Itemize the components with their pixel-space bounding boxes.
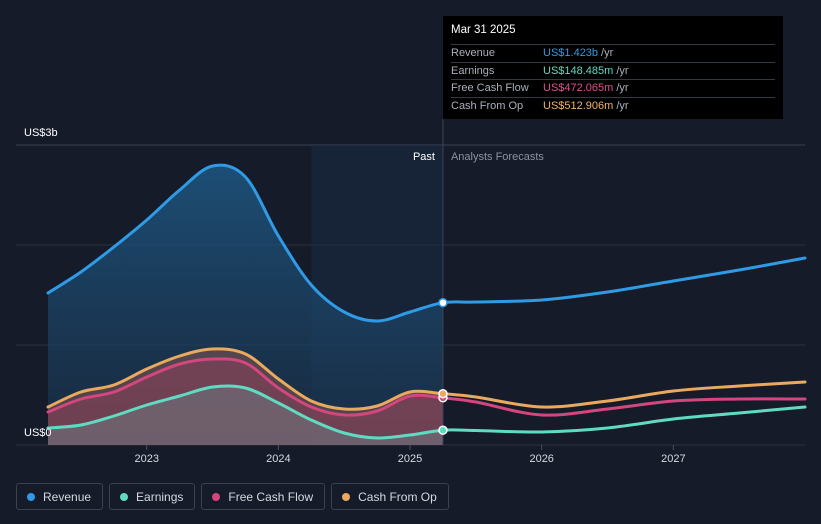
tooltip-label: Free Cash Flow <box>451 82 529 95</box>
y-axis-top-label: US$3b <box>24 127 58 139</box>
tooltip-value: US$148.485m <box>543 64 614 77</box>
x-tick-label: 2023 <box>134 453 158 465</box>
legend-dot-icon <box>27 492 35 501</box>
x-tick-label: 2027 <box>661 453 685 465</box>
tooltip-unit: /yr <box>601 47 614 60</box>
legend-dot-icon <box>212 492 221 501</box>
legend-dot-icon <box>342 492 351 501</box>
tooltip-value: US$1.423b <box>543 47 599 60</box>
legend-label: Earnings <box>136 489 184 504</box>
series-areas <box>48 165 443 445</box>
earnings-area <box>48 385 443 445</box>
revenue-line <box>46 163 807 323</box>
tooltip-row-cash-from-op: Cash From Op US$512.906m /yr <box>451 96 775 115</box>
tooltip-unit: /yr <box>616 82 629 95</box>
hover-tooltip: Mar 31 2025 Revenue US$1.423b /yr Earnin… <box>443 16 783 119</box>
earnings-line <box>46 384 807 440</box>
legend-dot-icon <box>120 492 129 501</box>
legend-item-cash-from-op[interactable]: Cash From Op <box>331 483 449 510</box>
x-tick-label: 2024 <box>266 453 290 465</box>
legend-label: Revenue <box>43 489 92 504</box>
tooltip-row-free-cash-flow: Free Cash Flow US$472.065m /yr <box>451 79 775 97</box>
tooltip-unit: /yr <box>616 64 629 77</box>
tooltip-value: US$512.906m <box>543 99 614 112</box>
chart-legend: Revenue Earnings Free Cash Flow Cash Fro… <box>16 483 449 510</box>
tooltip-row-earnings: Earnings US$148.485m /yr <box>451 61 775 80</box>
earnings-marker <box>438 425 448 435</box>
past-label: Past <box>413 151 435 163</box>
tooltip-value: US$472.065m <box>543 82 614 95</box>
legend-label: Free Cash Flow <box>228 489 314 504</box>
revenue-marker <box>438 297 448 308</box>
tooltip-label: Revenue <box>451 47 496 60</box>
forecast-label: Analysts Forecasts <box>451 151 544 163</box>
tooltip-label: Earnings <box>451 64 495 77</box>
tooltip-label: Cash From Op <box>451 99 524 112</box>
x-tick-label: 2026 <box>529 453 553 465</box>
legend-label: Cash From Op <box>358 489 437 504</box>
y-axis-bottom-label: US$0 <box>24 427 52 439</box>
tooltip-unit: /yr <box>616 99 629 112</box>
legend-item-free-cash-flow[interactable]: Free Cash Flow <box>201 483 326 510</box>
current-value-markers <box>438 297 448 435</box>
cash-from-op-line <box>46 347 807 411</box>
legend-item-earnings[interactable]: Earnings <box>109 483 196 510</box>
series-lines <box>46 163 807 440</box>
revenue-area <box>48 165 443 445</box>
legend-item-revenue[interactable]: Revenue <box>16 483 104 510</box>
x-tick-label: 2025 <box>398 453 422 465</box>
free-cash-flow-line <box>46 357 807 417</box>
tooltip-date: Mar 31 2025 <box>451 24 516 36</box>
cash-from-op-marker <box>438 388 448 399</box>
x-axis-ticks: 2023 2024 2025 2026 2027 <box>134 445 686 465</box>
tooltip-row-revenue: Revenue US$1.423b /yr <box>451 44 775 62</box>
